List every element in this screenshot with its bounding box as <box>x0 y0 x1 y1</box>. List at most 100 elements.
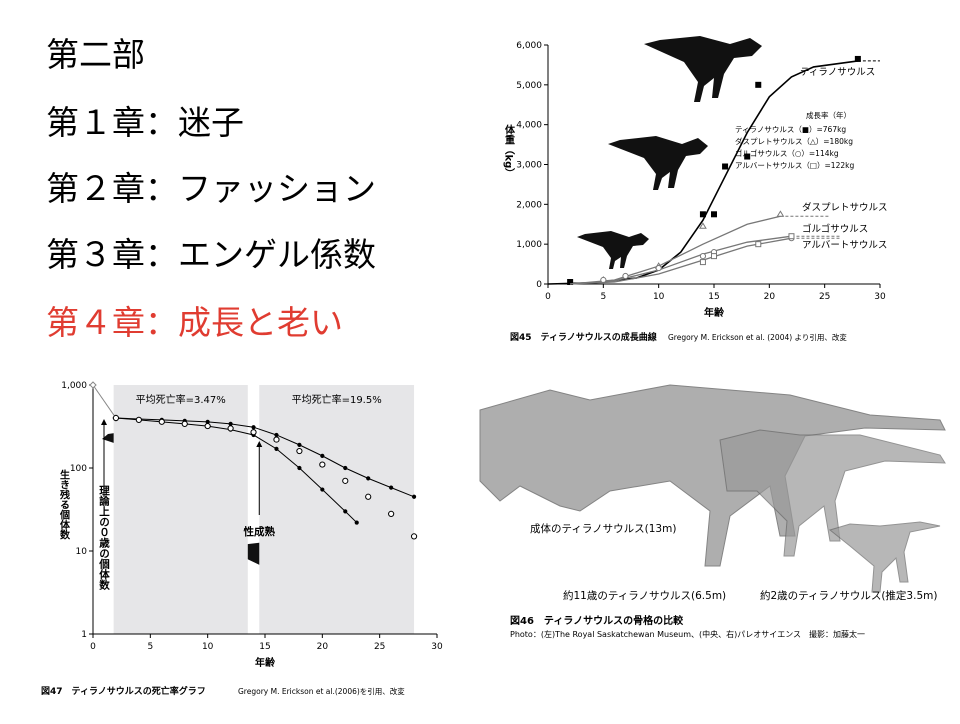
point <box>722 163 729 170</box>
point <box>354 520 359 525</box>
x-tick-label: 5 <box>147 642 153 652</box>
arrow-head <box>256 441 263 447</box>
point <box>755 241 762 248</box>
y-tick-label: 1,000 <box>516 240 542 250</box>
x-tick-label: 25 <box>374 642 385 652</box>
point <box>699 222 707 229</box>
y-tick-label: 0 <box>536 280 542 290</box>
legend-entry: ダスプレトサウルス（△）=180kg <box>735 136 853 146</box>
x-tick-label: 30 <box>874 292 886 302</box>
y-tick-label: 6,000 <box>516 41 542 51</box>
point <box>788 233 795 240</box>
point <box>273 436 280 443</box>
x-tick-label: 15 <box>708 292 719 302</box>
caption: 図45 ティラノサウルスの成長曲線 <box>510 331 657 343</box>
point <box>158 418 165 425</box>
band-label: 平均死亡率=3.47% <box>136 393 226 406</box>
point <box>365 493 372 500</box>
chapter: 第１章：迷子 <box>46 103 244 142</box>
legend-entry: アルバートサウルス（□）=122kg <box>735 161 854 170</box>
point <box>411 494 417 499</box>
series-line <box>115 417 415 498</box>
point <box>320 487 325 492</box>
x-tick-label: 30 <box>431 642 443 652</box>
point <box>343 509 348 514</box>
curve <box>570 237 792 285</box>
curve <box>570 235 792 285</box>
point <box>204 422 211 430</box>
point <box>711 211 717 218</box>
y-tick-label: 10 <box>76 547 88 557</box>
y-axis-label: 体重（kg） <box>503 123 516 178</box>
point <box>296 447 303 455</box>
silhouette <box>644 36 762 102</box>
y-tick-label: 100 <box>70 464 87 474</box>
band-label: 平均死亡率=19.5% <box>292 393 382 406</box>
point <box>655 264 662 272</box>
point <box>410 533 418 540</box>
point <box>297 465 302 471</box>
y-tick-label: 5,000 <box>516 81 542 91</box>
skeleton <box>479 384 946 567</box>
point <box>776 210 785 217</box>
point <box>320 453 325 458</box>
chapter: 第２章：ファッション <box>46 169 376 208</box>
point <box>389 485 394 490</box>
point <box>699 253 707 260</box>
figure-credit: Photo：(左)The Royal Saskatchewan Museum、(… <box>510 629 865 639</box>
x-tick-label: 20 <box>764 292 776 302</box>
point <box>250 429 257 436</box>
point <box>227 425 234 432</box>
heading: 第二部 <box>46 35 145 74</box>
point <box>854 55 861 62</box>
point <box>89 381 97 389</box>
point <box>567 279 574 286</box>
band <box>259 385 415 634</box>
point <box>755 81 762 88</box>
x-tick-label: 10 <box>202 642 214 652</box>
y-tick-label: 4,000 <box>516 121 542 131</box>
x-tick-label: 25 <box>819 292 830 302</box>
figure-label: 約2歳のティラノサウルス(推定3.5m) <box>760 589 937 602</box>
curve-label: アルバートサウルス <box>802 240 887 251</box>
x-tick-label: 0 <box>545 292 551 302</box>
point <box>343 465 348 471</box>
source: Gregory M. Erickson et al.(2006)を引用、改変 <box>238 686 405 696</box>
series-line <box>92 384 117 419</box>
slide-text: 第二部 第１章：迷子 第２章：ファッション 第３章：エンゲル係数 第４章：成長と… <box>46 35 376 342</box>
point <box>112 414 120 422</box>
point <box>366 476 371 481</box>
y-tick-label: 3,000 <box>516 161 542 171</box>
legend-title: 成長率（年） <box>806 110 851 120</box>
y-tick-label: 1,000 <box>61 381 87 391</box>
annotation: 理論上の０歳の個体数 <box>98 485 110 591</box>
x-tick-label: 5 <box>600 292 606 302</box>
figure-label: 約11歳のティラノサウルス(6.5m) <box>563 589 726 602</box>
figure-label: 成体のティラノサウルス(13m) <box>530 523 676 535</box>
silhouette <box>577 231 649 269</box>
x-tick-label: 20 <box>317 642 329 652</box>
figure-text: 成体のティラノサウルス(13m) 約11歳のティラノサウルス(6.5m) 約2歳… <box>510 523 937 639</box>
skeleton <box>828 521 941 593</box>
chart: 平均死亡率=3.47% 平均死亡率=19.5% 0 5 10 15 20 25 30 1 10 100… <box>41 381 443 697</box>
series-line <box>115 417 358 523</box>
point <box>228 421 233 426</box>
point <box>699 259 706 266</box>
curve <box>570 215 781 285</box>
skeleton <box>719 429 946 557</box>
point <box>297 442 302 447</box>
chapter: 第３章：エンゲル係数 <box>46 235 376 274</box>
point <box>699 211 706 218</box>
point <box>319 461 326 468</box>
skeletons <box>479 384 946 593</box>
arrow-head <box>101 419 107 425</box>
y-tick-label: 2,000 <box>516 200 542 210</box>
point <box>342 477 349 484</box>
point <box>274 432 279 438</box>
y-axis-label: 生き残る個体数 <box>58 468 71 540</box>
point <box>205 419 210 424</box>
chapter: 第４章：成長と老い <box>46 303 343 342</box>
point <box>251 425 256 430</box>
point <box>135 416 142 423</box>
